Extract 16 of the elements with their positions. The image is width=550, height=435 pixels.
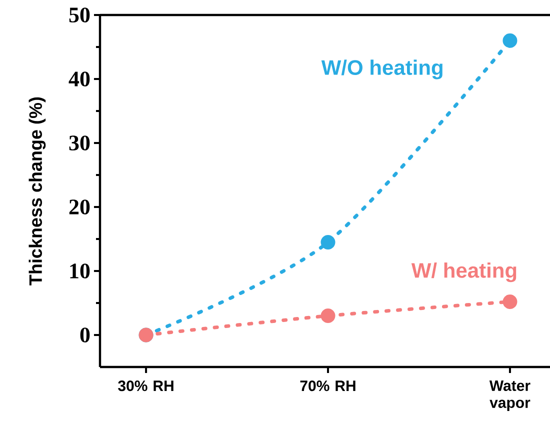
point xyxy=(502,294,518,309)
y-tick-label: 30 xyxy=(69,136,90,150)
y-tick-label: 20 xyxy=(69,200,90,214)
point xyxy=(320,234,336,250)
series-label: W/ heating xyxy=(411,262,516,282)
point xyxy=(320,308,336,324)
y-tick-label: 10 xyxy=(70,264,90,278)
point xyxy=(502,33,518,48)
series-label: W/O heating xyxy=(321,60,442,80)
y-tick-label: 40 xyxy=(68,72,90,86)
x-tick-label: 30% RH xyxy=(118,380,174,392)
x-tick-label: Water vapor xyxy=(489,380,530,411)
y-axis-title: Thickness change (%) xyxy=(28,97,46,286)
x-tick-label: 70% RH xyxy=(300,380,356,392)
y-tick-label: 50 xyxy=(69,8,90,22)
y-tick-label: 0 xyxy=(80,328,90,342)
